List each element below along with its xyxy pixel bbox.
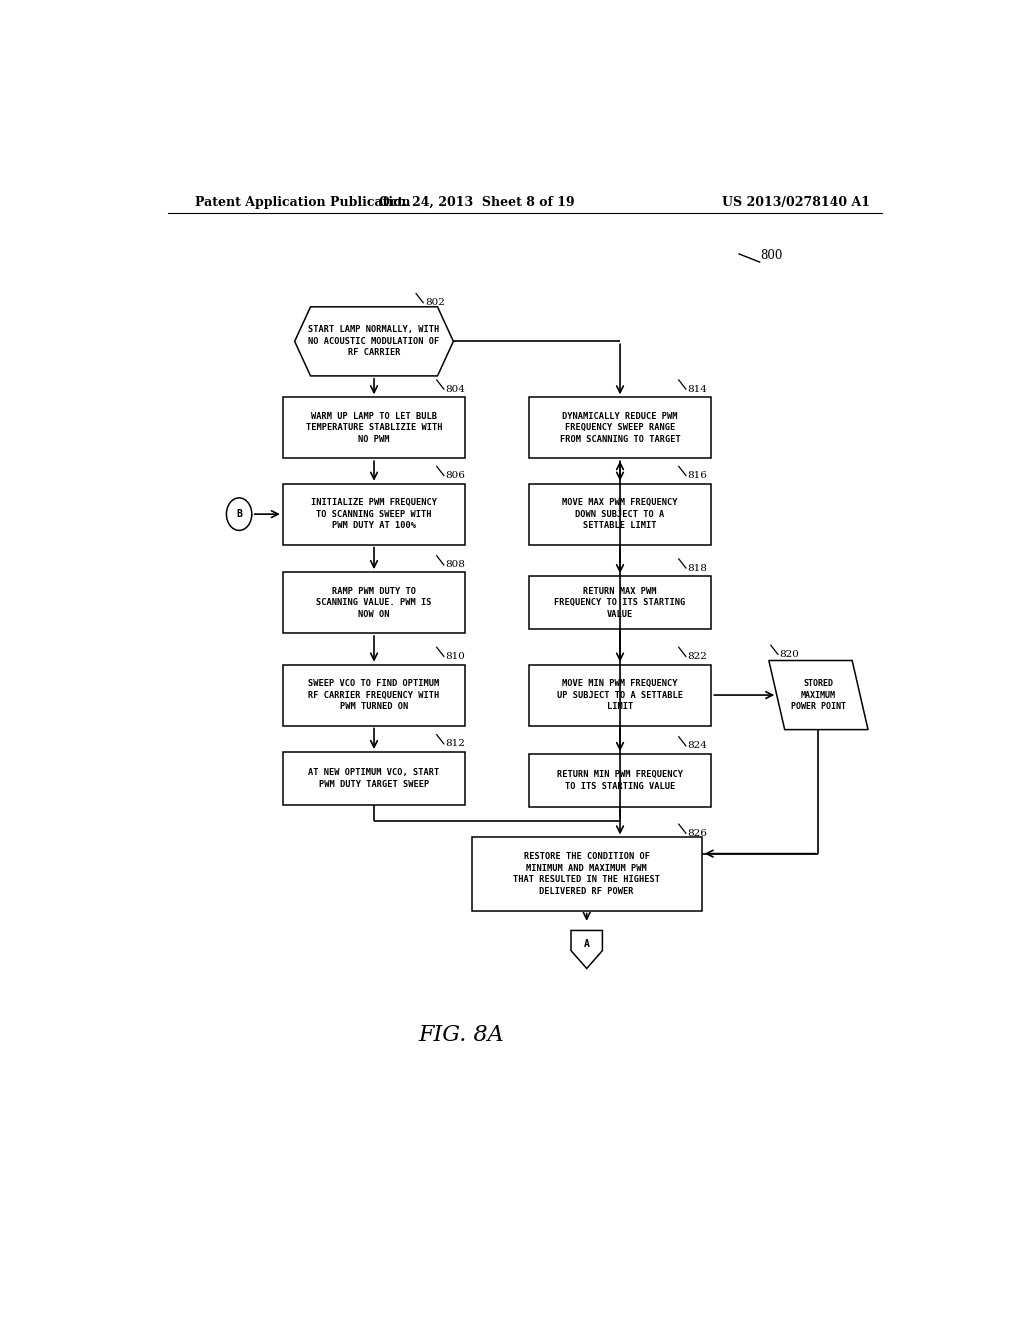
Text: 810: 810	[445, 652, 465, 661]
Text: 826: 826	[687, 829, 708, 838]
Text: DYNAMICALLY REDUCE PWM
FREQUENCY SWEEP RANGE
FROM SCANNING TO TARGET: DYNAMICALLY REDUCE PWM FREQUENCY SWEEP R…	[560, 412, 680, 444]
Text: 804: 804	[445, 384, 465, 393]
Text: 814: 814	[687, 384, 708, 393]
FancyBboxPatch shape	[528, 483, 712, 545]
Text: US 2013/0278140 A1: US 2013/0278140 A1	[722, 195, 870, 209]
Text: START LAMP NORMALLY, WITH
NO ACOUSTIC MODULATION OF
RF CARRIER: START LAMP NORMALLY, WITH NO ACOUSTIC MO…	[308, 326, 439, 358]
Text: B: B	[237, 510, 242, 519]
Text: STORED
MAXIMUM
POWER POINT: STORED MAXIMUM POWER POINT	[791, 678, 846, 711]
FancyBboxPatch shape	[528, 664, 712, 726]
FancyBboxPatch shape	[283, 483, 465, 545]
Text: Patent Application Publication: Patent Application Publication	[196, 195, 411, 209]
Text: 812: 812	[445, 739, 465, 748]
FancyBboxPatch shape	[528, 397, 712, 458]
Polygon shape	[769, 660, 868, 730]
Text: 802: 802	[425, 298, 444, 308]
Text: WARM UP LAMP TO LET BULB
TEMPERATURE STABLIZIE WITH
NO PWM: WARM UP LAMP TO LET BULB TEMPERATURE STA…	[306, 412, 442, 444]
Polygon shape	[295, 306, 454, 376]
Text: RETURN MAX PWM
FREQUENCY TO ITS STARTING
VALUE: RETURN MAX PWM FREQUENCY TO ITS STARTING…	[554, 586, 686, 619]
FancyBboxPatch shape	[283, 397, 465, 458]
FancyBboxPatch shape	[472, 837, 701, 911]
Text: 800: 800	[761, 249, 783, 263]
FancyBboxPatch shape	[528, 754, 712, 807]
Text: 818: 818	[687, 564, 708, 573]
Text: 824: 824	[687, 742, 708, 750]
FancyBboxPatch shape	[283, 752, 465, 805]
Text: SWEEP VCO TO FIND OPTIMUM
RF CARRIER FREQUENCY WITH
PWM TURNED ON: SWEEP VCO TO FIND OPTIMUM RF CARRIER FRE…	[308, 678, 439, 711]
FancyBboxPatch shape	[283, 664, 465, 726]
Text: RETURN MIN PWM FREQUENCY
TO ITS STARTING VALUE: RETURN MIN PWM FREQUENCY TO ITS STARTING…	[557, 770, 683, 791]
Text: 822: 822	[687, 652, 708, 661]
Text: 816: 816	[687, 471, 708, 480]
Text: Oct. 24, 2013  Sheet 8 of 19: Oct. 24, 2013 Sheet 8 of 19	[379, 195, 575, 209]
Text: 820: 820	[779, 649, 800, 659]
Circle shape	[226, 498, 252, 531]
FancyBboxPatch shape	[528, 576, 712, 630]
Text: RESTORE THE CONDITION OF
MINIMUM AND MAXIMUM PWM
THAT RESULTED IN THE HIGHEST
DE: RESTORE THE CONDITION OF MINIMUM AND MAX…	[513, 853, 660, 896]
Text: FIG. 8A: FIG. 8A	[419, 1023, 504, 1045]
Text: MOVE MAX PWM FREQUENCY
DOWN SUBJECT TO A
SETTABLE LIMIT: MOVE MAX PWM FREQUENCY DOWN SUBJECT TO A…	[562, 498, 678, 531]
Text: INITIALIZE PWM FREQUENCY
TO SCANNING SWEEP WITH
PWM DUTY AT 100%: INITIALIZE PWM FREQUENCY TO SCANNING SWE…	[311, 498, 437, 531]
Text: 806: 806	[445, 471, 465, 480]
Text: AT NEW OPTIMUM VCO, START
PWM DUTY TARGET SWEEP: AT NEW OPTIMUM VCO, START PWM DUTY TARGE…	[308, 768, 439, 788]
Polygon shape	[571, 931, 602, 969]
FancyBboxPatch shape	[283, 572, 465, 634]
Text: RAMP PWM DUTY TO
SCANNING VALUE. PWM IS
NOW ON: RAMP PWM DUTY TO SCANNING VALUE. PWM IS …	[316, 586, 432, 619]
Text: A: A	[584, 939, 590, 949]
Text: MOVE MIN PWM FREQUENCY
UP SUBJECT TO A SETTABLE
LIMIT: MOVE MIN PWM FREQUENCY UP SUBJECT TO A S…	[557, 678, 683, 711]
Text: 808: 808	[445, 561, 465, 569]
